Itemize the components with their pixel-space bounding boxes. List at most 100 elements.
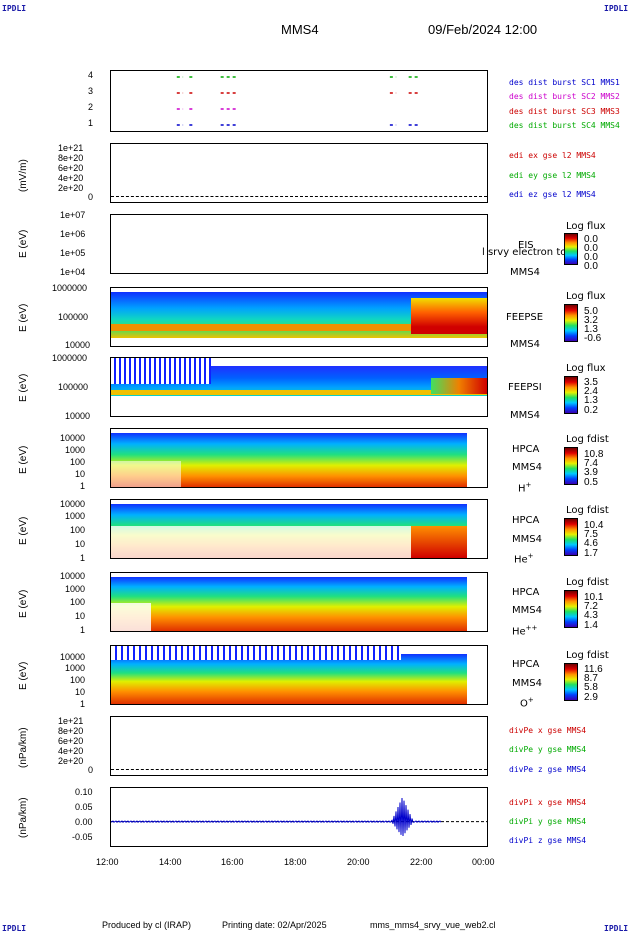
- burst-legend-1: des dist burst SC1 MMS1: [509, 78, 620, 87]
- edi-ytick-5: 0: [88, 192, 94, 202]
- hpca-o-charge: +: [527, 696, 534, 704]
- hpca-o-cbar-val-1: 8.7: [584, 673, 598, 684]
- eis-colorbar: [564, 233, 578, 265]
- hpca-o-ylabel: E (eV): [18, 661, 29, 690]
- hpca-hepp-colorbar: [564, 590, 578, 628]
- hpca-h-gap: [111, 461, 181, 487]
- feepsi-cbar-val-3: 0.2: [584, 405, 598, 416]
- hpca-o-instrument: HPCA: [512, 659, 540, 670]
- feepse-spacecraft: MMS4: [510, 339, 540, 350]
- hpca-o-cbar-val-0: 11.6: [584, 664, 603, 675]
- hpca-o-noise: [111, 646, 401, 660]
- feepsi-noise: [111, 358, 211, 384]
- time-tick-5: 22:00: [410, 857, 433, 867]
- feepsi-enhancement: [431, 378, 487, 394]
- hpca-he-charge: +: [527, 552, 534, 560]
- hpca-he-ytick-0: 10000: [60, 499, 86, 509]
- time-tick-3: 18:00: [284, 857, 307, 867]
- feepsi-ytick-0: 1000000: [52, 353, 88, 363]
- hpca-h-panel: [110, 428, 488, 488]
- hpca-h-ytick-3: 10: [75, 469, 86, 479]
- hpca-he-ytick-4: 1: [80, 553, 86, 563]
- edi-legend-x: edi ex gse l2 MMS4: [509, 151, 596, 160]
- divpe-ytick-2: 6e+20: [58, 736, 84, 746]
- date-title: 09/Feb/2024 12:00: [428, 22, 538, 37]
- burst-ytick-3: 3: [88, 86, 94, 96]
- feepsi-cbar-val-1: 2.4: [584, 386, 598, 397]
- hpca-h-ytick-2: 100: [70, 457, 86, 467]
- footer-produced: Produced by cl (IRAP): [102, 920, 192, 930]
- corner-tag-br: IPDLI: [604, 924, 629, 933]
- hpca-hepp-spacecraft: MMS4: [512, 605, 542, 616]
- divpi-legend-y: divPi y gse MMS4: [509, 817, 587, 826]
- hpca-h-cbar-val-3: 0.5: [584, 477, 598, 488]
- hpca-o-ytick-3: 10: [75, 687, 86, 697]
- divpi-panel: [110, 787, 488, 847]
- time-tick-2: 16:00: [221, 857, 244, 867]
- divpe-ytick-1: 8e+20: [58, 726, 84, 736]
- hpca-he-cbar-title: Log fdist: [566, 505, 609, 516]
- eis-panel: [110, 214, 488, 274]
- hpca-hepp-charge: ++: [525, 624, 538, 632]
- hpca-h-cbar-val-1: 7.4: [584, 458, 598, 469]
- hpca-he-ytick-2: 100: [70, 525, 86, 535]
- hpca-h-colorbar: [564, 447, 578, 485]
- hpca-hepp-cbar-val-2: 4.3: [584, 610, 598, 621]
- edi-ytick-3: 4e+20: [58, 173, 84, 183]
- burst-legend-4: des dist burst SC4 MMS4: [509, 121, 620, 130]
- feepsi-cbar-val-0: 3.5: [584, 377, 598, 388]
- hpca-he-cbar-val-2: 4.6: [584, 538, 598, 549]
- hpca-hepp-gap: [111, 603, 151, 631]
- edi-ytick-4: 2e+20: [58, 183, 84, 193]
- hpca-hepp-cbar-val-0: 10.1: [584, 592, 604, 603]
- time-tick-0: 12:00: [96, 857, 119, 867]
- feepsi-ytick-2: 10000: [65, 411, 91, 421]
- hpca-h-spacecraft: MMS4: [512, 462, 542, 473]
- time-tick-1: 14:00: [159, 857, 182, 867]
- time-tick-6: 00:00: [472, 857, 495, 867]
- hpca-h-cbar-title: Log fdist: [566, 434, 609, 445]
- burst-ytick-4: 4: [88, 70, 94, 80]
- feepsi-instrument: FEEPSI: [508, 382, 542, 393]
- feepse-cbar-title: Log flux: [566, 291, 606, 302]
- corner-tag-bl: IPDLI: [2, 924, 27, 933]
- eis-instrument: EIS: [518, 240, 534, 251]
- hpca-h-charge: +: [525, 481, 532, 489]
- hpca-h-ytick-4: 1: [80, 481, 86, 491]
- divpe-ytick-0: 1e+21: [58, 716, 84, 726]
- edi-ylabel: (mV/m): [18, 159, 29, 192]
- feepsi-ylabel: E (eV): [18, 373, 29, 402]
- edi-panel: [110, 143, 488, 203]
- hpca-he-ytick-1: 1000: [65, 511, 86, 521]
- feepse-cbar-val-2: 1.3: [584, 324, 598, 335]
- hpca-o-panel: [110, 645, 488, 705]
- divpi-plot: [110, 797, 487, 837]
- feepse-instrument: FEEPSE: [506, 312, 544, 323]
- hpca-o-cbar-title: Log fdist: [566, 650, 609, 661]
- corner-tag-tr: IPDLI: [604, 4, 629, 13]
- hpca-hepp-instrument: HPCA: [512, 587, 540, 598]
- hpca-hepp-ytick-0: 10000: [60, 571, 86, 581]
- edi-ytick-2: 6e+20: [58, 163, 84, 173]
- feepsi-panel: [110, 357, 488, 417]
- hpca-h-species-name: H: [518, 483, 526, 495]
- burst-panel: [110, 70, 488, 132]
- eis-cbar-title: Log flux: [566, 221, 606, 232]
- feepsi-colorbar: [564, 376, 578, 414]
- hpca-h-ylabel: E (eV): [18, 445, 29, 474]
- eis-cbar-val-0: 0.0: [584, 234, 598, 245]
- hpca-h-instrument: HPCA: [512, 444, 540, 455]
- hpca-hepp-spectrogram: [111, 577, 467, 631]
- hpca-o-species-name: O: [520, 698, 528, 710]
- hpca-hepp-species-name: He: [512, 626, 526, 638]
- eis-overlay-text: l srvy electron to: [482, 247, 567, 258]
- feepse-ytick-2: 10000: [65, 340, 91, 350]
- hpca-hepp-species: He++: [512, 624, 537, 637]
- feepse-panel: [110, 287, 488, 347]
- eis-ytick-1: 1e+06: [60, 229, 86, 239]
- divpe-zero-line: [111, 769, 487, 770]
- hpca-he-ytick-3: 10: [75, 539, 86, 549]
- feepse-ylabel: E (eV): [18, 303, 29, 332]
- feepse-colorbar: [564, 304, 578, 342]
- edi-legend-y: edi ey gse l2 MMS4: [509, 171, 596, 180]
